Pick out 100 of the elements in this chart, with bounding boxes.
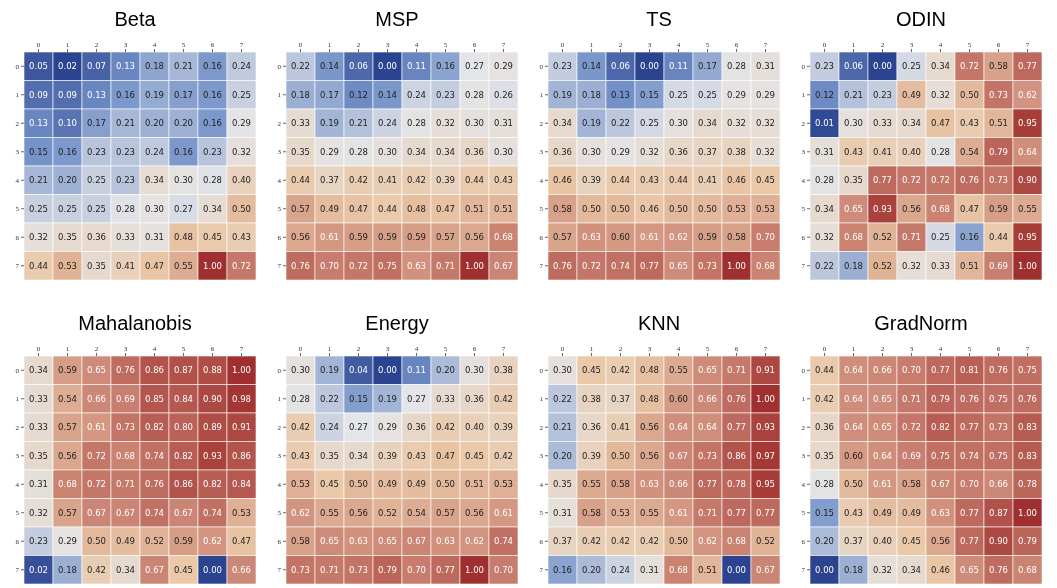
- data-label: 0.31: [553, 507, 572, 518]
- data-label: 0.23: [553, 61, 572, 72]
- data-label: 0.87: [174, 365, 193, 376]
- data-label: 0.43: [960, 118, 979, 129]
- data-label: 0.50: [611, 203, 630, 214]
- data-label: 0.63: [640, 479, 659, 490]
- data-label: 0.50: [669, 536, 688, 547]
- data-label: 0.30: [465, 118, 484, 129]
- data-label: 0.60: [844, 450, 863, 461]
- data-label: 0.21: [116, 118, 135, 129]
- data-label: 0.48: [640, 393, 659, 404]
- data-label: 0.76: [1018, 393, 1037, 404]
- chart-title: Energy: [364, 312, 430, 336]
- data-label: 0.72: [349, 260, 368, 271]
- data-label: 0.15: [29, 146, 48, 157]
- data-label: 0.78: [1018, 479, 1037, 490]
- data-label: 0.22: [553, 393, 572, 404]
- data-label: 0.34: [29, 365, 48, 376]
- data-label: 0.16: [960, 232, 979, 243]
- data-label: 0.33: [29, 393, 48, 404]
- data-label: 0.79: [931, 393, 950, 404]
- data-label: 0.76: [960, 175, 979, 186]
- data-label: 0.95: [756, 479, 775, 490]
- data-label: 0.37: [553, 536, 572, 547]
- data-label: 0.20: [582, 564, 601, 575]
- data-label: 0.11: [407, 61, 426, 72]
- data-label: 0.57: [291, 203, 310, 214]
- data-label: 0.32: [931, 89, 950, 100]
- data-label: 0.95: [1018, 118, 1037, 129]
- data-label: 0.71: [902, 232, 921, 243]
- data-label: 0.35: [58, 232, 77, 243]
- data-label: 0.48: [407, 203, 426, 214]
- data-label: 0.72: [87, 450, 106, 461]
- data-label: 0.27: [407, 393, 426, 404]
- data-label: 0.16: [436, 61, 455, 72]
- data-label: 0.43: [494, 175, 513, 186]
- data-label: 0.41: [611, 422, 630, 433]
- data-label: 0.76: [727, 393, 746, 404]
- data-label: 0.75: [378, 260, 397, 271]
- data-label: 0.41: [116, 260, 135, 271]
- data-label: 0.64: [698, 422, 717, 433]
- data-label: 0.72: [582, 260, 601, 271]
- data-label: 0.46: [553, 175, 572, 186]
- data-label: 0.38: [582, 393, 601, 404]
- data-label: 0.24: [611, 564, 630, 575]
- data-label: 0.22: [291, 61, 310, 72]
- data-label: 0.50: [436, 479, 455, 490]
- data-label: 0.77: [960, 507, 979, 518]
- data-label: 0.12: [349, 89, 368, 100]
- data-label: 0.27: [174, 203, 193, 214]
- data-label: 0.75: [931, 450, 950, 461]
- data-label: 0.80: [174, 422, 193, 433]
- data-label: 0.18: [844, 260, 863, 271]
- chart-title: KNN: [636, 312, 682, 336]
- data-label: 0.41: [378, 175, 397, 186]
- data-label: 0.65: [669, 260, 688, 271]
- data-label: 0.19: [320, 118, 339, 129]
- data-label: 0.90: [1018, 175, 1037, 186]
- data-label: 0.00: [640, 61, 659, 72]
- data-label: 0.56: [291, 232, 310, 243]
- chart-title: ODIN: [895, 8, 947, 32]
- data-label: 0.29: [756, 89, 775, 100]
- data-label: 0.70: [902, 365, 921, 376]
- data-label: 0.69: [116, 393, 135, 404]
- data-label: 0.56: [465, 507, 484, 518]
- data-label: 0.53: [291, 479, 310, 490]
- data-label: 0.75: [989, 393, 1008, 404]
- data-label: 0.32: [29, 507, 48, 518]
- data-label: 0.28: [931, 146, 950, 157]
- data-label: 0.07: [87, 61, 106, 72]
- data-label: 0.23: [436, 89, 455, 100]
- data-label: 0.18: [582, 89, 601, 100]
- data-label: 0.71: [116, 479, 135, 490]
- data-label: 0.70: [756, 232, 775, 243]
- data-label: 0.76: [291, 260, 310, 271]
- data-label: 0.56: [465, 232, 484, 243]
- data-label: 0.76: [989, 365, 1008, 376]
- data-label: 0.64: [844, 422, 863, 433]
- data-label: 0.89: [203, 422, 222, 433]
- data-label: 0.81: [960, 365, 979, 376]
- data-label: 0.64: [844, 365, 863, 376]
- data-label: 0.91: [756, 365, 775, 376]
- data-label: 0.63: [582, 232, 601, 243]
- data-label: 0.34: [349, 450, 368, 461]
- data-label: 0.53: [232, 507, 251, 518]
- data-label: 0.56: [349, 507, 368, 518]
- data-label: 1.00: [465, 564, 484, 575]
- data-label: 0.44: [815, 365, 834, 376]
- data-label: 0.20: [174, 118, 193, 129]
- data-label: 0.15: [640, 89, 659, 100]
- data-label: 0.31: [815, 146, 834, 157]
- data-label: 0.51: [960, 260, 979, 271]
- data-label: 0.13: [611, 89, 630, 100]
- data-label: 0.90: [203, 393, 222, 404]
- data-label: 0.34: [931, 61, 950, 72]
- data-label: 0.30: [844, 118, 863, 129]
- data-label: 0.44: [29, 260, 48, 271]
- data-label: 0.34: [407, 146, 426, 157]
- data-label: 0.79: [378, 564, 397, 575]
- data-label: 0.65: [873, 393, 892, 404]
